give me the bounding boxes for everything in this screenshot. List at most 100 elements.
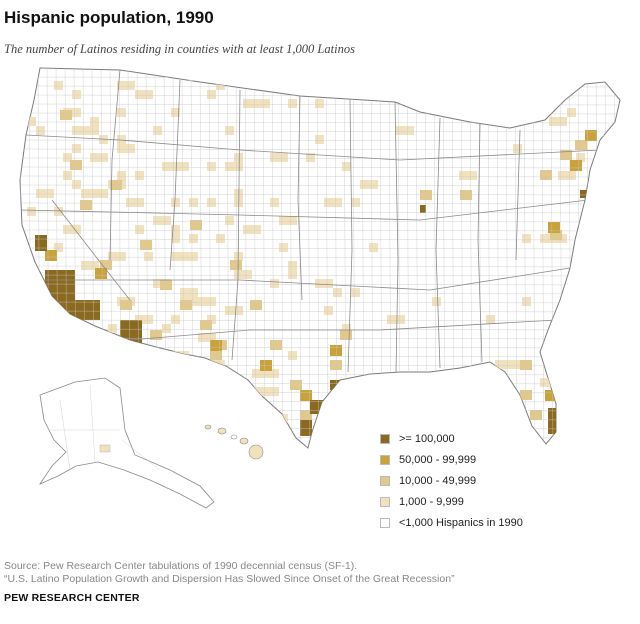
county-fill <box>45 250 57 261</box>
legend-item-none: <1,000 Hispanics in 1990 <box>380 512 550 533</box>
county-fill <box>225 162 243 171</box>
county-fill <box>230 260 242 270</box>
county-fill <box>603 72 612 81</box>
county-fill <box>135 225 144 234</box>
county-fill <box>243 225 261 234</box>
county-fill <box>270 340 282 350</box>
county-fill <box>162 405 180 414</box>
county-fill <box>320 440 330 448</box>
county-gridline <box>20 202 620 205</box>
county-fill <box>27 360 36 369</box>
legend-swatch-tier1 <box>380 433 390 444</box>
county-gridline <box>20 68 23 448</box>
county-fill <box>189 288 198 297</box>
county-gridline <box>20 238 620 241</box>
county-gridline <box>280 68 284 448</box>
county-fill <box>162 369 171 378</box>
county-gridline <box>532 68 536 448</box>
county-fill <box>560 150 572 160</box>
county-fill <box>63 153 72 162</box>
county-fill <box>135 171 144 180</box>
county-gridline <box>289 68 293 448</box>
county-fill <box>270 198 279 207</box>
county-fill <box>297 72 315 81</box>
county-gridline <box>20 256 620 259</box>
county-fill <box>545 390 557 401</box>
county-fill <box>333 288 342 297</box>
county-fill <box>117 81 135 90</box>
source-line-2: “U.S. Latino Population Growth and Dispe… <box>4 573 455 585</box>
alaska-outline <box>38 377 215 509</box>
county-fill <box>603 441 620 448</box>
county-fill <box>198 333 216 342</box>
county-fill <box>35 235 47 251</box>
county-fill <box>160 280 172 290</box>
county-fill <box>180 432 198 441</box>
county-fill <box>117 171 126 180</box>
legend-swatch-none <box>380 517 390 528</box>
county-fill <box>63 171 72 180</box>
county-fill <box>594 297 603 306</box>
county-fill <box>190 220 202 230</box>
county-fill <box>117 108 126 117</box>
map-title: Hispanic population, 1990 <box>4 8 214 27</box>
legend-swatch-tier4 <box>380 496 390 507</box>
county-gridline <box>20 166 620 169</box>
county-fill <box>36 189 54 198</box>
county-gridline <box>541 68 545 448</box>
county-fill <box>585 130 597 141</box>
county-fill <box>126 342 135 351</box>
county-fill <box>290 380 302 390</box>
county-fill <box>81 126 99 135</box>
county-fill <box>162 162 180 171</box>
county-fill <box>171 198 180 207</box>
county-gridline <box>20 130 620 133</box>
county-fill <box>54 243 63 252</box>
county-fill <box>369 243 378 252</box>
county-fill <box>520 390 532 400</box>
county-fill <box>513 360 522 369</box>
county-fill <box>153 216 171 225</box>
county-fill <box>310 400 324 414</box>
county-fill <box>171 234 180 243</box>
county-fill <box>150 330 162 340</box>
county-fill <box>81 189 90 198</box>
county-fill <box>420 205 426 213</box>
county-fill <box>81 261 99 270</box>
county-fill <box>140 240 152 250</box>
county-fill <box>90 153 108 162</box>
county-fill <box>100 260 112 270</box>
county-gridline <box>325 68 329 448</box>
county-fill <box>207 90 216 99</box>
county-gridline <box>20 274 620 277</box>
county-fill <box>144 441 153 448</box>
county-fill <box>324 306 333 315</box>
county-fill <box>144 252 153 261</box>
county-fill <box>567 108 576 117</box>
legend-swatch-tier3 <box>380 475 390 486</box>
source-note: Source: Pew Research Center tabulations … <box>4 560 455 586</box>
county-gridline <box>20 310 620 313</box>
county-fill <box>216 234 225 243</box>
county-fill <box>36 378 54 387</box>
county-fill <box>207 198 216 207</box>
county-fill <box>315 279 333 288</box>
county-fill <box>81 333 99 342</box>
county-fill <box>603 189 620 198</box>
legend-swatch-tier2 <box>380 454 390 465</box>
county-fill <box>450 99 459 108</box>
county-fill <box>189 198 198 207</box>
county-fill <box>270 279 279 288</box>
county-fill <box>200 320 212 330</box>
county-fill <box>225 72 234 81</box>
county-fill <box>585 297 594 306</box>
alaska-anchorage <box>99 444 111 453</box>
county-fill <box>288 270 297 279</box>
county-fill <box>540 378 558 387</box>
county-fill <box>549 117 567 126</box>
county-fill <box>522 234 531 243</box>
county-gridline <box>20 301 620 304</box>
county-fill <box>441 378 450 387</box>
county-fill <box>171 351 189 360</box>
county-fill <box>396 126 414 135</box>
